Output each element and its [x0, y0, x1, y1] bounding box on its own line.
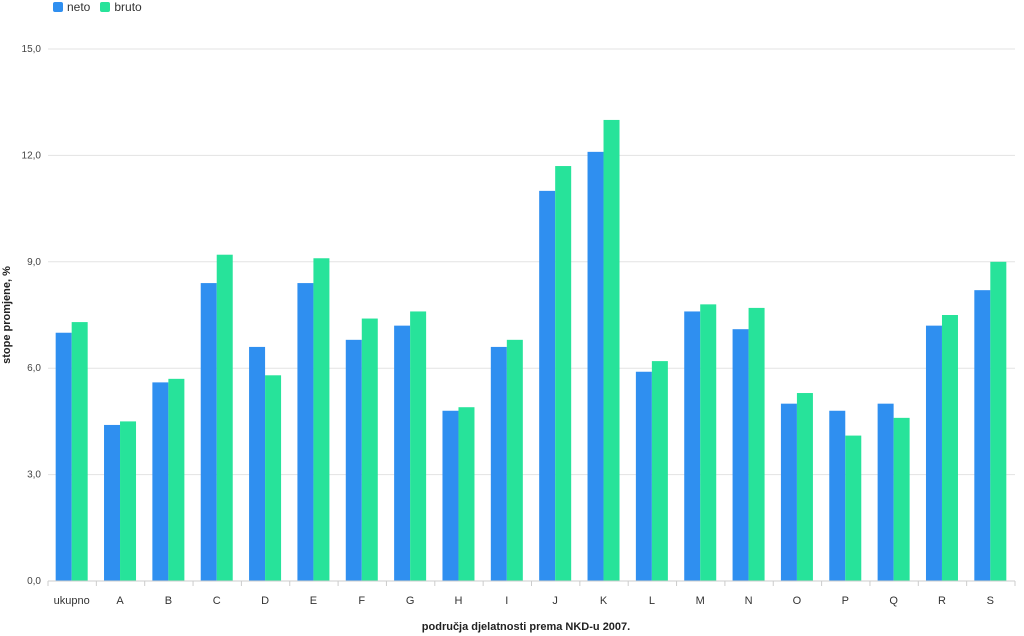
- x-tick-label: I: [505, 595, 508, 607]
- bar-neto-O[interactable]: [780, 403, 797, 581]
- bar-neto-J[interactable]: [539, 190, 556, 581]
- legend-item-bruto[interactable]: bruto: [100, 0, 142, 14]
- x-tick-label: P: [842, 595, 849, 607]
- bar-neto-B[interactable]: [152, 382, 169, 581]
- x-tick-label: L: [649, 595, 655, 607]
- bar-bruto-P[interactable]: [845, 435, 862, 581]
- x-tick-label: F: [358, 595, 365, 607]
- bar-neto-G[interactable]: [394, 325, 411, 581]
- x-tick-label: E: [310, 595, 317, 607]
- bar-neto-Q[interactable]: [877, 403, 894, 581]
- bar-bruto-M[interactable]: [700, 304, 717, 581]
- x-tick-label: R: [938, 595, 946, 607]
- y-tick-label: 12,0: [22, 150, 42, 161]
- bar-bruto-D[interactable]: [265, 375, 282, 581]
- legend-swatch-bruto: [100, 2, 111, 12]
- y-tick-label: 15,0: [22, 44, 42, 55]
- bar-neto-A[interactable]: [104, 424, 121, 581]
- x-tick-label: H: [454, 595, 462, 607]
- x-tick-label: A: [116, 595, 124, 607]
- legend-label-neto: neto: [67, 0, 91, 14]
- bar-neto-P[interactable]: [829, 410, 846, 581]
- bar-bruto-L[interactable]: [651, 361, 668, 581]
- grid-lines: [48, 48, 1015, 582]
- bar-neto-K[interactable]: [587, 151, 604, 581]
- bar-bruto-ukupno[interactable]: [71, 322, 88, 581]
- y-axis-label: stope promjene, %: [1, 266, 13, 364]
- legend-label-bruto: bruto: [114, 0, 142, 14]
- bar-bruto-F[interactable]: [361, 318, 378, 581]
- x-tick-label: M: [696, 595, 705, 607]
- bar-bruto-O[interactable]: [796, 393, 813, 581]
- y-tick-label: 6,0: [27, 363, 41, 374]
- bar-bruto-A[interactable]: [120, 421, 137, 581]
- legend-item-neto[interactable]: neto: [53, 0, 90, 14]
- x-tick-label: C: [213, 595, 221, 607]
- bar-bruto-E[interactable]: [313, 258, 330, 581]
- x-tick-label: S: [987, 595, 994, 607]
- bar-series: [55, 119, 1007, 582]
- x-tick-label: K: [600, 595, 608, 607]
- bar-bruto-K[interactable]: [603, 119, 620, 581]
- bar-neto-M[interactable]: [684, 311, 701, 581]
- y-axis-ticks: 0,0 3,0 6,0 9,0 12,0 15,0: [22, 44, 42, 587]
- bar-neto-H[interactable]: [442, 410, 459, 581]
- bar-neto-S[interactable]: [974, 290, 991, 581]
- bar-bruto-J[interactable]: [555, 166, 572, 582]
- x-tick-label: G: [406, 595, 415, 607]
- bar-neto-R[interactable]: [925, 325, 942, 581]
- x-tick-label: N: [745, 595, 753, 607]
- bar-neto-D[interactable]: [249, 346, 266, 581]
- bar-neto-ukupno[interactable]: [55, 332, 72, 581]
- bar-bruto-B[interactable]: [168, 378, 185, 581]
- x-tick-label: O: [793, 595, 802, 607]
- x-tick-label: D: [261, 595, 269, 607]
- x-tick-label: J: [552, 595, 558, 607]
- legend-swatch-neto: [53, 2, 63, 12]
- x-tick-label: ukupno: [54, 595, 90, 607]
- bar-bruto-H[interactable]: [458, 407, 475, 581]
- bar-bruto-S[interactable]: [990, 261, 1007, 581]
- y-tick-label: 3,0: [27, 470, 41, 481]
- bar-bruto-I[interactable]: [506, 339, 523, 581]
- chart-legend: neto bruto: [53, 0, 152, 14]
- bar-bruto-C[interactable]: [216, 254, 233, 581]
- bar-bruto-Q[interactable]: [893, 417, 910, 581]
- bar-neto-L[interactable]: [635, 371, 652, 581]
- y-tick-label: 9,0: [27, 257, 41, 268]
- bar-neto-N[interactable]: [732, 329, 749, 581]
- bar-bruto-N[interactable]: [748, 307, 765, 581]
- x-axis-label: područja djelatnosti prema NKD-u 2007.: [422, 621, 630, 633]
- bar-neto-I[interactable]: [490, 346, 507, 581]
- bar-bruto-G[interactable]: [410, 311, 427, 581]
- bar-neto-C[interactable]: [200, 283, 217, 581]
- x-tick-label: B: [165, 595, 172, 607]
- bar-bruto-R[interactable]: [941, 315, 958, 581]
- bar-neto-E[interactable]: [297, 283, 314, 581]
- x-tick-label: Q: [889, 595, 898, 607]
- x-axis-ticks: ukupno A B C D E F G H I J K L M N O P Q R S: [47, 581, 1016, 607]
- y-tick-label: 0,0: [27, 576, 41, 587]
- bar-neto-F[interactable]: [345, 339, 362, 581]
